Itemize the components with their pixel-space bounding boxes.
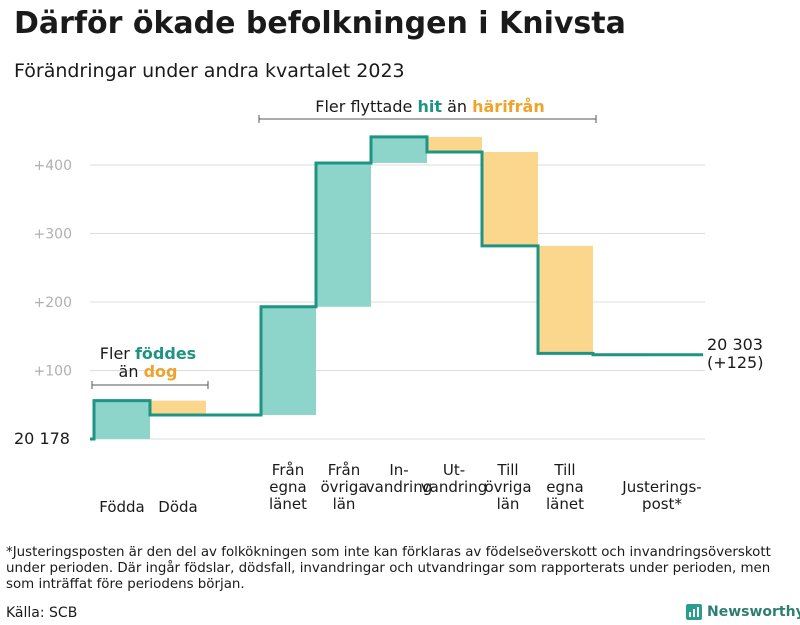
source: Källa: SCB (6, 605, 78, 621)
footnote: *Justeringsposten är den del av folkökni… (6, 545, 771, 592)
annotation-migration: Fler flyttade hit än härifrån (300, 97, 560, 116)
annotation-migration-harifran: härifrån (472, 97, 545, 116)
category-label: Till övriga län (484, 461, 532, 513)
waterfall-bar (261, 306, 316, 416)
waterfall-chart: +100 +200 +300 +400 (34, 115, 705, 441)
end-value-label: 20 303 (+125) (707, 336, 763, 372)
annotation-deaths-prefix: än (118, 362, 139, 381)
annotation-migration-mid: än (447, 97, 468, 116)
y-tick-label: +300 (34, 227, 72, 243)
newsworthy-icon (686, 604, 702, 620)
brand-logo: Newsworthy (686, 604, 800, 620)
start-value-label: 20 178 (14, 429, 70, 448)
waterfall-bar (150, 400, 206, 416)
waterfall-bar (482, 151, 538, 246)
category-label: Döda (158, 498, 198, 516)
waterfall-bar (371, 136, 427, 163)
category-label: Födda (99, 498, 145, 516)
cumulative-line (90, 135, 703, 441)
annotation-migration-hit: hit (417, 97, 442, 116)
y-tick-label: +100 (34, 364, 72, 380)
chart-title: Därför ökade befolkningen i Knivsta (14, 6, 626, 41)
end-value: 20 303 (707, 335, 763, 354)
category-label: Från egna länet (269, 461, 307, 513)
waterfall-bar (94, 400, 150, 439)
y-tick-label: +200 (34, 295, 72, 311)
annotation-deaths-highlight: dog (143, 362, 178, 381)
category-label: Justerings- post* (622, 478, 702, 513)
chart-subtitle: Förändringar under andra kvartalet 2023 (14, 60, 405, 82)
end-change: (+125) (707, 353, 764, 372)
annotation-births-prefix: Fler (99, 344, 130, 363)
annotation-migration-prefix: Fler flyttade (315, 97, 413, 116)
y-tick-label: +400 (34, 158, 72, 174)
category-label: Till egna länet (546, 461, 584, 513)
waterfall-bar (316, 162, 371, 307)
waterfall-bar (538, 245, 593, 354)
category-label: In- vandring (365, 461, 433, 496)
category-label: Ut- vandring (420, 461, 488, 496)
annotation-births-highlight: föddes (134, 344, 197, 363)
category-label: Från övriga län (320, 461, 368, 513)
brand-name: Newsworthy (707, 604, 800, 620)
annotation-births: Fler föddes än dog (88, 345, 208, 381)
waterfall-bar (427, 136, 482, 152)
